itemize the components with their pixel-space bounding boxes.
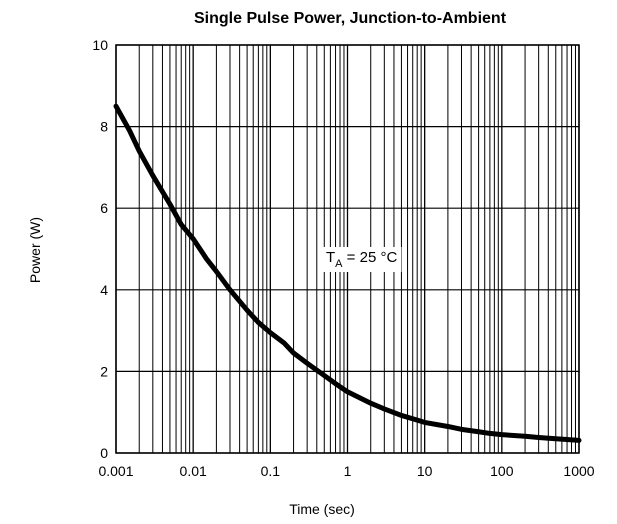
temperature-annotation: TA = 25 °C (326, 249, 397, 270)
ticks: 0.001 0.01 0.1 1 10 100 1000 0 2 4 6 8 10 (92, 37, 594, 479)
x-tick-label: 1000 (563, 463, 594, 479)
series-line (113, 103, 582, 443)
plot-frame (115, 44, 580, 454)
x-tick-label: 0.01 (180, 463, 207, 479)
y-axis-label: Power (W) (27, 217, 43, 283)
x-tick-label: 10 (417, 463, 433, 479)
y-tick-label: 4 (100, 282, 108, 298)
annotation-background (322, 247, 402, 272)
x-axis-label: Time (sec) (289, 501, 355, 517)
y-tick-label: 10 (92, 37, 108, 53)
y-tick-label: 6 (100, 200, 108, 216)
y-tick-label: 2 (100, 363, 108, 379)
y-tick-label: 0 (100, 445, 108, 461)
x-tick-label: 0.001 (98, 463, 133, 479)
x-tick-label: 1 (344, 463, 352, 479)
y-tick-label: 8 (100, 119, 108, 135)
x-tick-label: 0.1 (261, 463, 281, 479)
annotation-subscript: A (335, 258, 343, 270)
chart-title: Single Pulse Power, Junction-to-Ambient (194, 10, 507, 27)
x-tick-label: 100 (490, 463, 514, 479)
annotation-rest: = 25 °C (343, 249, 398, 266)
annotation-main: T (326, 249, 335, 266)
